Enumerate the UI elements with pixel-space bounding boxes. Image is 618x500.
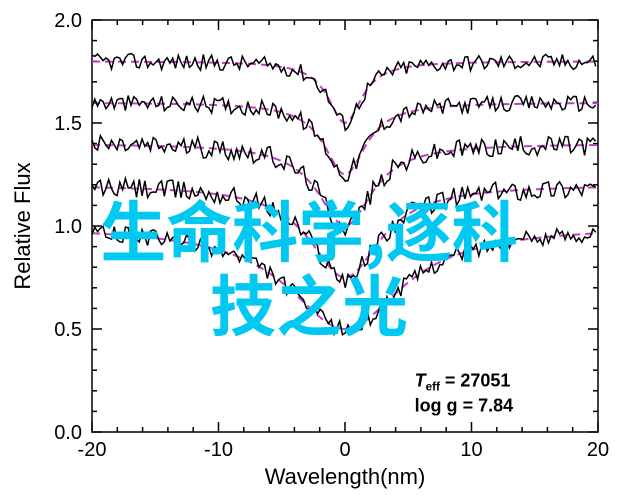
overlay-line2: 技之光 [210, 254, 408, 350]
model-line1 [92, 62, 598, 123]
model-line2 [92, 103, 598, 174]
y-tick-label: 1.5 [54, 113, 82, 135]
y-tick-label: 1.0 [54, 216, 82, 238]
x-tick-label: 10 [460, 439, 482, 461]
logg-annotation: log g = 7.84 [415, 395, 514, 415]
x-axis-label: Wavelength(nm) [265, 464, 426, 489]
x-tick-label: -10 [204, 439, 233, 461]
y-tick-label: 0.0 [54, 422, 82, 444]
plot-annotation: Teff = 27051log g = 7.84 [415, 371, 514, 416]
overlay-text-group: 生命科学,逐科技之光 [100, 180, 517, 350]
x-tick-label: 0 [339, 439, 350, 461]
teff-annotation: Teff = 27051 [415, 371, 511, 394]
y-tick-label: 0.5 [54, 319, 82, 341]
y-axis-label: Relative Flux [10, 162, 35, 289]
data-line1 [92, 54, 596, 131]
x-tick-label: 20 [587, 439, 609, 461]
y-tick-label: 2.0 [54, 10, 82, 32]
